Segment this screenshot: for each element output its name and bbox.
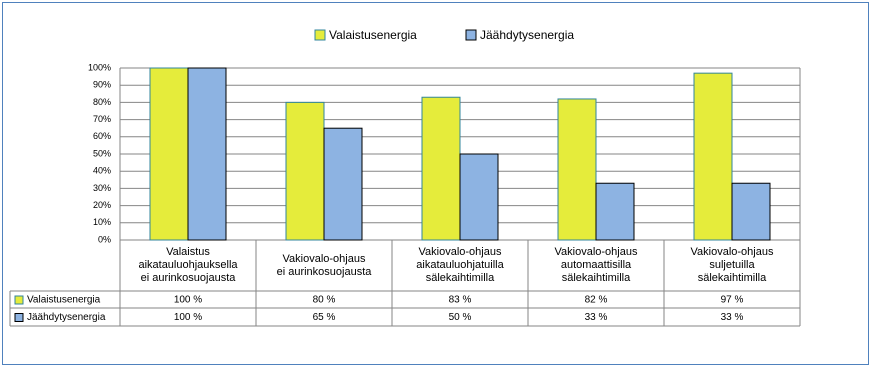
legend-key [14,313,24,322]
bar [421,96,461,241]
data-label: 50 % [449,312,472,323]
y-tick-label: 20% [93,200,111,210]
y-tick-label: 10% [93,217,111,227]
data-label: 33 % [585,312,608,323]
legend-label: Jäähdytysenergia [27,312,106,323]
y-tick-label: 70% [93,114,111,124]
bar [731,182,771,241]
legend-key [465,29,477,41]
x-tick-label: Vakiovalo-ohjaus aikatauluohjatuilla säl… [416,246,504,284]
y-tick-label: 60% [93,131,111,141]
bar [323,127,363,241]
y-tick-label: 50% [93,148,111,158]
x-tick-label: Vakiovalo-ohjaus suljetuilla sälekaihtim… [690,246,774,284]
bar [459,153,499,241]
legend-key [314,29,326,41]
legend-label: Valaistusenergia [329,28,417,42]
data-label: 83 % [449,295,472,306]
data-label: 33 % [721,312,744,323]
bar [149,67,189,241]
y-tick-label: 0% [98,234,111,244]
bar [285,101,325,241]
x-tick-label: Vakiovalo-ohjaus ei aurinkosuojausta [276,252,372,278]
legend-label: Jäähdytysenergia [480,28,574,42]
bar [557,98,597,241]
data-label: 100 % [174,295,202,306]
data-label: 100 % [174,312,202,323]
y-tick-label: 30% [93,183,111,193]
data-label: 82 % [585,295,608,306]
x-tick-label: Vakiovalo-ohjaus automaattisilla sälekai… [554,246,638,284]
y-tick-label: 90% [93,80,111,90]
y-tick-label: 40% [93,166,111,176]
y-tick-label: 100% [88,62,111,72]
bar [693,72,733,241]
x-tick-label: Valaistus aikatauluohjauksella ei aurink… [138,246,238,284]
legend-key [14,295,24,305]
legend-label: Valaistusenergia [27,295,101,306]
data-label: 65 % [313,312,336,323]
y-tick-label: 80% [93,97,111,107]
data-label: 80 % [313,295,336,306]
bar [595,182,635,241]
bar [187,67,227,241]
data-label: 97 % [721,295,744,306]
